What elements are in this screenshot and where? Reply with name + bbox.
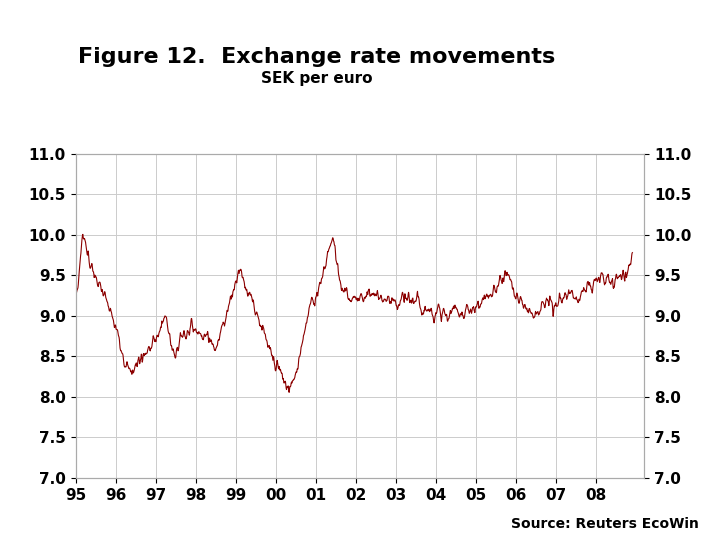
Text: SVERIGES
RIKSBANK: SVERIGES RIKSBANK (641, 96, 680, 109)
Text: Source: Reuters EcoWin: Source: Reuters EcoWin (510, 517, 698, 531)
Text: SEK per euro: SEK per euro (261, 71, 372, 86)
Text: Figure 12.  Exchange rate movements: Figure 12. Exchange rate movements (78, 46, 555, 67)
